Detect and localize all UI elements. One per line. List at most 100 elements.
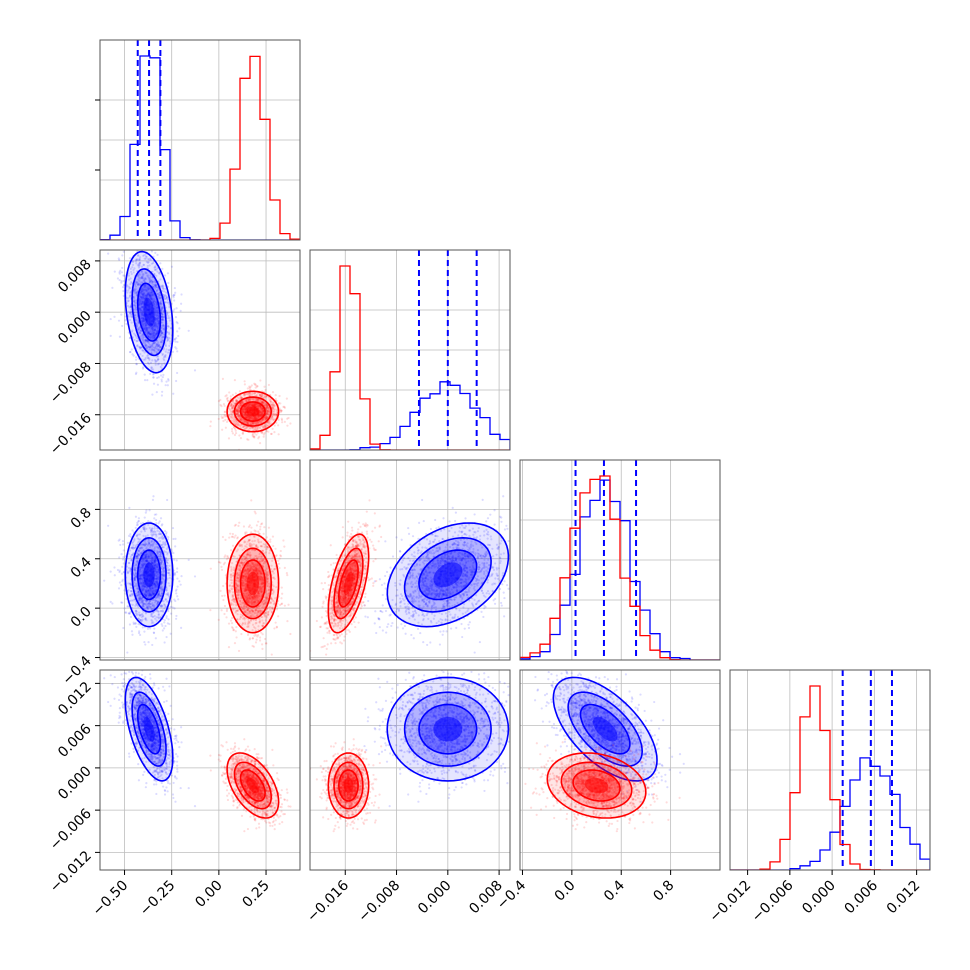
sample-point	[174, 316, 178, 319]
sample-point	[162, 357, 165, 360]
sample-point	[265, 409, 269, 412]
sample-point	[152, 368, 155, 371]
sample-point	[152, 376, 155, 379]
sample-point	[225, 397, 229, 400]
sample-point	[168, 316, 171, 319]
sample-point	[129, 305, 132, 309]
sample-point	[271, 416, 274, 419]
sample-point	[158, 346, 162, 349]
sample-point	[125, 235, 127, 237]
sample-point	[124, 247, 126, 249]
sample-point	[128, 257, 132, 260]
sample-point	[156, 317, 159, 320]
sample-point	[145, 294, 149, 297]
sample-point	[141, 319, 145, 323]
sample-point	[159, 296, 162, 300]
sample-point	[172, 551, 175, 555]
sample-point	[153, 305, 157, 308]
sample-point	[146, 356, 149, 359]
sample-point	[233, 642, 237, 645]
sample-point	[133, 304, 136, 307]
sample-point	[154, 322, 157, 325]
sample-point	[259, 379, 262, 382]
sample-point	[152, 283, 155, 286]
sample-point	[144, 322, 147, 325]
sample-point	[261, 409, 264, 412]
sample-point	[160, 331, 164, 334]
sample-point	[144, 344, 147, 347]
sample-point	[159, 278, 162, 281]
sample-point	[172, 310, 175, 313]
sample-point	[135, 323, 138, 326]
sample-point	[118, 271, 121, 274]
sample-point	[144, 343, 147, 346]
sample-point	[145, 340, 148, 343]
sample-point	[145, 289, 148, 292]
sample-point	[263, 385, 266, 388]
sample-point	[229, 395, 232, 398]
sample-point	[141, 338, 145, 341]
sample-point	[143, 351, 146, 354]
sample-point	[163, 290, 166, 293]
sample-point	[154, 312, 157, 315]
sample-point	[153, 358, 157, 362]
sample-point	[159, 300, 162, 304]
sample-point	[138, 256, 142, 259]
sample-point	[140, 312, 143, 315]
sample-point	[274, 394, 277, 397]
sample-point	[175, 614, 178, 618]
sample-point	[209, 420, 212, 423]
sample-point	[155, 318, 158, 321]
sample-point	[141, 333, 144, 336]
sample-point	[150, 333, 153, 336]
sample-point	[144, 294, 147, 297]
sample-point	[156, 253, 159, 256]
sample-point	[250, 393, 254, 396]
sample-point	[118, 556, 121, 559]
sample-point	[121, 601, 124, 604]
sample-point	[139, 522, 142, 525]
sample-point	[103, 579, 106, 582]
sample-point	[158, 344, 161, 347]
sample-point	[161, 313, 164, 316]
sample-point	[154, 317, 157, 320]
sample-point	[166, 384, 169, 387]
sample-point	[273, 424, 276, 427]
sample-point	[150, 328, 153, 331]
sample-point	[234, 427, 237, 431]
sample-point	[134, 292, 137, 295]
sample-point	[130, 315, 134, 318]
sample-point	[163, 362, 166, 365]
sample-point	[109, 570, 112, 573]
sample-point	[178, 327, 181, 330]
sample-point	[176, 595, 179, 598]
sample-point	[156, 316, 159, 320]
sample-point	[134, 288, 138, 291]
sample-point	[128, 336, 132, 340]
sample-point	[143, 241, 145, 243]
sample-point	[237, 414, 240, 417]
sample-point	[154, 283, 157, 287]
sample-point	[111, 602, 114, 605]
sample-point	[154, 361, 157, 364]
sample-point	[224, 415, 228, 418]
sample-point	[113, 270, 116, 273]
sample-point	[142, 340, 146, 343]
sample-point	[277, 418, 280, 421]
sample-point	[145, 288, 148, 292]
sample-point	[135, 363, 138, 366]
sample-point	[168, 337, 171, 340]
sample-point	[176, 371, 179, 375]
sample-point	[261, 643, 264, 646]
sample-point	[160, 309, 163, 312]
sample-point	[141, 336, 144, 339]
sample-point	[155, 343, 158, 346]
sample-point	[157, 358, 160, 361]
sample-point	[148, 357, 151, 360]
sample-point	[142, 314, 145, 317]
sample-point	[157, 343, 160, 346]
sample-point	[264, 388, 267, 392]
sample-point	[240, 423, 243, 427]
sample-point	[146, 261, 150, 264]
sample-point	[153, 335, 156, 338]
